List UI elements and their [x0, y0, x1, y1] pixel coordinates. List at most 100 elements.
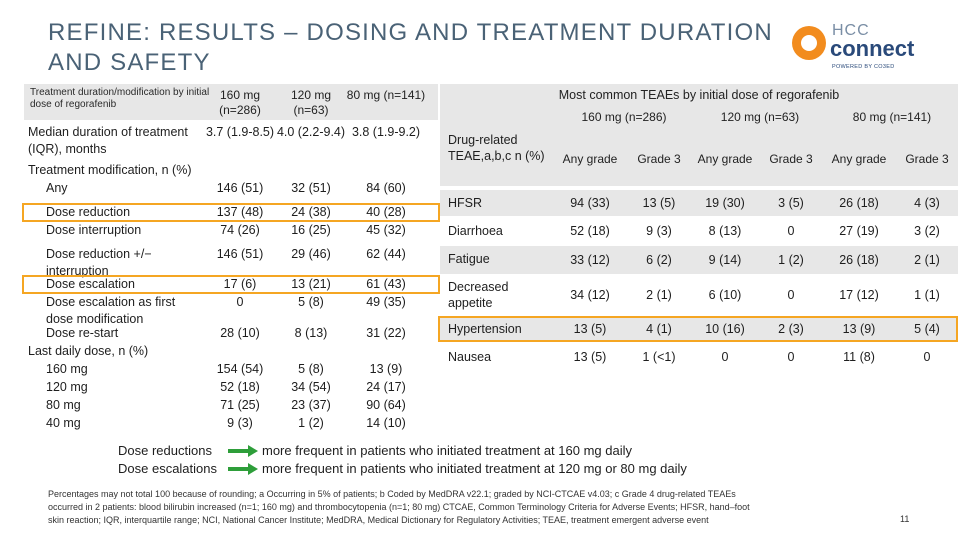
right-row-label: Diarrhoea: [448, 224, 503, 238]
left-table-header-label: Treatment duration/modification by initi…: [30, 87, 210, 110]
right-cell: 8 (13): [708, 224, 742, 238]
right-subcol-header: Any grade: [697, 152, 753, 166]
right-subcol-header: Any grade: [831, 152, 887, 166]
right-cell: 0: [721, 350, 729, 364]
right-cell: 0: [787, 350, 795, 364]
right-cell: 0: [787, 288, 795, 302]
right-row-label: Fatigue: [448, 252, 490, 266]
right-cell: 26 (18): [839, 253, 879, 267]
summary-text-reductions: more frequent in patients who initiated …: [262, 443, 632, 458]
summary-text-escalations: more frequent in patients who initiated …: [262, 461, 687, 476]
right-cell: 19 (30): [705, 196, 745, 210]
left-cell: 3.8 (1.9-9.2): [351, 125, 421, 139]
right-cell: 11 (8): [843, 350, 875, 364]
right-cell: 13 (9): [842, 322, 876, 336]
right-cell: 9 (14): [708, 253, 742, 267]
left-cell: 17 (6): [223, 277, 257, 291]
left-cell: 154 (54): [216, 362, 264, 376]
summary-label-escalations: Dose escalations: [118, 461, 217, 476]
footnote: Percentages may not total 100 because of…: [48, 489, 750, 525]
left-cell: 9 (3): [227, 416, 253, 430]
left-cell: 74 (26): [220, 223, 260, 237]
page-number: 11: [900, 514, 910, 524]
right-cell: 2 (1): [914, 253, 940, 267]
left-row-label: 80 mg: [46, 398, 81, 412]
left-row-label: Dose escalation: [46, 277, 135, 291]
highlight-hypertension: [438, 316, 958, 342]
right-subcol-header: Grade 3: [637, 152, 681, 166]
left-cell: 3.7 (1.9-8.5): [205, 125, 275, 139]
left-col-80: 80 mg (n=141): [346, 88, 426, 102]
right-cell: 13 (5): [642, 196, 676, 210]
right-cell: 52 (18): [570, 224, 610, 238]
left-cell: 146 (51): [216, 247, 264, 261]
logo-mark-icon: [792, 26, 826, 60]
right-cell: 13 (5): [573, 350, 607, 364]
left-cell: 0: [236, 295, 244, 309]
left-cell: 34 (54): [291, 380, 331, 394]
left-cell: 5 (8): [298, 362, 324, 376]
right-row-background: [440, 190, 958, 216]
left-cell: 24 (38): [291, 205, 331, 219]
left-row-label: Dose reduction: [46, 205, 131, 219]
left-col-120: 120 mg (n=63): [290, 88, 332, 117]
right-cell: 33 (12): [570, 253, 610, 267]
right-cell: 3 (2): [914, 224, 940, 238]
right-row-header: Drug-related TEAE,a,b,c n (%): [448, 133, 545, 163]
right-dose-80: 80 mg (n=141): [852, 110, 932, 124]
highlight-dose-reduction: [22, 203, 440, 222]
right-cell: 9 (3): [646, 224, 672, 238]
left-cell: 52 (18): [220, 380, 260, 394]
left-row-label: Treatment modification, n (%): [28, 163, 192, 177]
left-cell: 28 (10): [220, 326, 260, 340]
right-cell: 1 (<1): [642, 350, 676, 364]
left-cell: 90 (64): [366, 398, 406, 412]
right-cell: 4 (1): [646, 322, 672, 336]
left-row-label: Last daily dose, n (%): [28, 344, 149, 358]
right-row-label: Nausea: [448, 350, 492, 364]
right-cell: 6 (10): [708, 288, 742, 302]
left-row-label: Median duration of treatment (IQR), mont…: [28, 125, 188, 156]
left-cell: 4.0 (2.2-9.4): [276, 125, 346, 139]
logo-line1: HCC: [832, 22, 870, 39]
right-row-label: HFSR: [448, 196, 483, 210]
arrow-right-icon: [228, 445, 258, 457]
right-cell: 2 (3): [778, 322, 804, 336]
left-cell: 146 (51): [216, 181, 264, 195]
hcc-connect-logo: HCC connect POWERED BY CO3ED: [788, 20, 928, 76]
right-row-label: Decreased appetite: [448, 280, 509, 310]
right-table-title: Most common TEAEs by initial dose of reg…: [558, 88, 840, 102]
right-dose-160: 160 mg (n=286): [581, 110, 667, 124]
left-cell: 14 (10): [366, 416, 406, 430]
left-cell: 13 (21): [291, 277, 331, 291]
left-col-160: 160 mg (n=286): [219, 88, 261, 117]
left-cell: 23 (37): [291, 398, 331, 412]
right-subcol-header: Grade 3: [905, 152, 949, 166]
logo-tagline: POWERED BY CO3ED: [832, 64, 895, 70]
left-cell: 13 (9): [369, 362, 403, 376]
left-cell: 62 (44): [366, 247, 406, 261]
right-cell: 0: [787, 224, 795, 238]
left-cell: 16 (25): [291, 223, 331, 237]
arrow-right-icon: [228, 463, 258, 475]
right-subcol-header: Grade 3: [769, 152, 813, 166]
left-row-label: Any: [46, 181, 68, 195]
right-row-background: [440, 316, 958, 342]
page-title: REFINE: RESULTS – DOSING AND TREATMENT D…: [48, 19, 773, 76]
left-row-label: 40 mg: [46, 416, 81, 430]
right-cell: 5 (4): [914, 322, 940, 336]
left-row-label: Dose reduction +/− interruption: [46, 247, 152, 278]
right-row-label: Hypertension: [448, 322, 522, 336]
right-cell: 10 (16): [705, 322, 745, 336]
left-row-label: Dose re-start: [46, 326, 119, 340]
highlight-dose-escalation: [22, 275, 440, 294]
summary-label-reductions: Dose reductions: [118, 443, 212, 458]
left-cell: 137 (48): [216, 205, 264, 219]
right-cell: 3 (5): [778, 196, 804, 210]
right-table-header: [440, 84, 958, 186]
right-cell: 4 (3): [914, 196, 940, 210]
left-row-label: Dose escalation as first dose modificati…: [46, 295, 176, 326]
right-cell: 0: [923, 350, 931, 364]
left-cell: 8 (13): [294, 326, 328, 340]
left-cell: 45 (32): [366, 223, 406, 237]
